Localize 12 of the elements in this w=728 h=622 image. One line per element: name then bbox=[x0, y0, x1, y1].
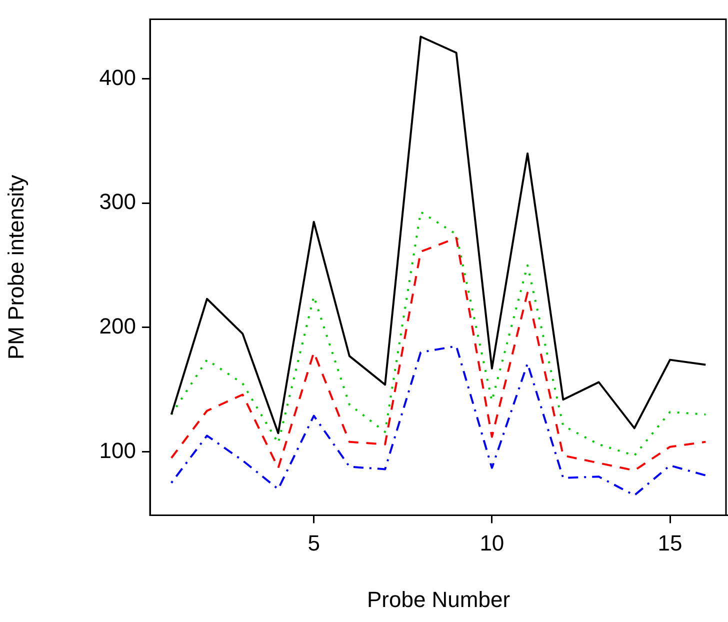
y-tick-label: 300 bbox=[99, 189, 136, 214]
x-axis-title: Probe Number bbox=[366, 586, 510, 612]
line-series bbox=[170, 210, 707, 457]
y-tick-label: 100 bbox=[99, 438, 136, 463]
x-tick-label: 10 bbox=[480, 530, 504, 556]
x-tick-label: 5 bbox=[308, 530, 320, 556]
y-tick-label: 400 bbox=[99, 64, 136, 90]
x-tick-label: 15 bbox=[658, 530, 682, 556]
line-series bbox=[170, 345, 707, 496]
y-axis-title: PM Probe intensity bbox=[3, 174, 28, 360]
line-series bbox=[170, 236, 707, 472]
y-tick-label: 200 bbox=[99, 314, 136, 339]
